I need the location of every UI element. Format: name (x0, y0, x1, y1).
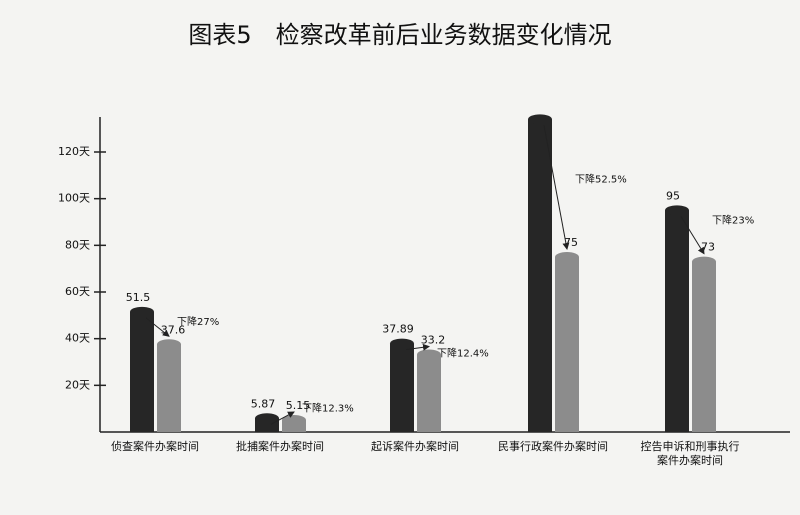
bar-body (130, 311, 154, 432)
data-label: 33.2 (421, 334, 446, 347)
bar (665, 205, 689, 432)
annotation-arrow (543, 125, 570, 250)
annotation: 下降12.3% (302, 401, 354, 414)
y-tick-label: 100天 (58, 192, 90, 205)
bar-cap (665, 205, 689, 216)
bar-body (692, 261, 716, 432)
bar-body (390, 343, 414, 432)
bar-body (528, 119, 552, 432)
bar (390, 338, 414, 432)
data-label: 51.5 (126, 291, 151, 304)
bar-cap (130, 306, 154, 317)
annotation-arrow (270, 411, 295, 425)
chart-title: 图表5 检察改革前后业务数据变化情况 (188, 21, 611, 49)
annotation: 下降12.4% (437, 347, 489, 360)
y-tick-label: 40天 (65, 332, 90, 345)
annotation: 下降52.5% (575, 172, 627, 185)
bar-cap (555, 252, 579, 262)
bar (282, 414, 306, 432)
bar-body (555, 257, 579, 432)
bar (692, 256, 716, 432)
y-tick-label: 80天 (65, 238, 90, 251)
bar-body (665, 210, 689, 432)
bar (130, 306, 154, 432)
y-tick-label: 60天 (65, 285, 90, 298)
bar-body (157, 344, 181, 432)
bar-cap (255, 413, 279, 424)
data-label: 5.15 (286, 399, 311, 412)
x-tick-label: 控告申诉和刑事执行案件办案时间 (640, 440, 740, 467)
data-label: 95 (666, 189, 680, 202)
bar (417, 349, 441, 432)
bar (555, 252, 579, 432)
bar-cap (417, 349, 441, 360)
x-tick-label: 侦查案件办案时间 (111, 440, 199, 453)
data-label: 37.89 (382, 323, 414, 336)
x-tick-label: 民事行政案件办案时间 (498, 440, 608, 453)
bar (157, 339, 181, 432)
bar (255, 413, 279, 432)
bar (528, 114, 552, 432)
bar-body (417, 354, 441, 432)
annotation-arrow (145, 317, 170, 337)
bar-cap (157, 339, 181, 350)
bar-cap (390, 338, 414, 349)
data-label: 5.87 (251, 397, 276, 410)
annotation: 下降23% (712, 213, 754, 226)
bar-cap (692, 256, 716, 267)
x-tick-label: 批捕案件办案时间 (236, 440, 324, 453)
annotation-arrow (680, 216, 705, 255)
y-tick-label: 120天 (58, 145, 90, 158)
bar-cap (528, 114, 552, 125)
x-tick-label: 起诉案件办案时间 (371, 440, 459, 453)
annotation: 下降27% (177, 315, 219, 328)
annotation-arrow (405, 343, 430, 351)
y-tick-label: 20天 (65, 378, 90, 391)
